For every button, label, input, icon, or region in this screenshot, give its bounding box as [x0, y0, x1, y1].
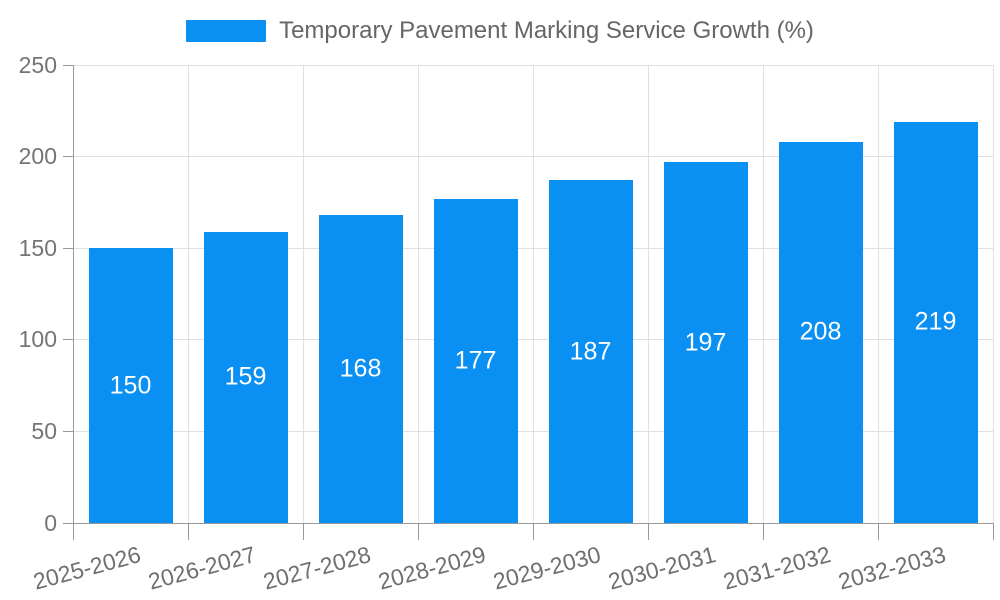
- y-tick: [63, 64, 73, 66]
- x-tick-label: 2028-2029: [374, 541, 488, 595]
- bar-value-label: 219: [914, 307, 957, 336]
- bar[interactable]: [548, 180, 633, 523]
- x-gridline: [532, 65, 534, 523]
- legend-swatch[interactable]: [186, 20, 267, 42]
- x-tick-label: 2026-2027: [144, 541, 258, 595]
- bar-value-label: 150: [109, 371, 152, 400]
- bar[interactable]: [778, 141, 863, 523]
- x-tick-label: 2029-2030: [489, 541, 603, 595]
- legend[interactable]: Temporary Pavement Marking Service Growt…: [0, 18, 1000, 44]
- y-tick: [63, 430, 73, 432]
- y-axis-line: [72, 65, 74, 540]
- bar[interactable]: [433, 198, 518, 523]
- x-tick: [417, 523, 419, 540]
- x-gridline: [877, 65, 879, 523]
- x-tick: [302, 523, 304, 540]
- bar-value-label: 168: [339, 354, 382, 383]
- bar-value-label: 159: [224, 362, 267, 391]
- x-gridline: [417, 65, 419, 523]
- y-tick-label: 150: [18, 234, 57, 261]
- x-gridline: [647, 65, 649, 523]
- bar[interactable]: [663, 162, 748, 523]
- x-axis-line: [73, 522, 994, 524]
- y-tick-label: 200: [18, 143, 57, 170]
- x-tick: [647, 523, 649, 540]
- x-tick: [187, 523, 189, 540]
- x-tick-label: 2027-2028: [259, 541, 373, 595]
- y-tick-label: 50: [31, 417, 57, 444]
- x-tick-label: 2032-2033: [834, 541, 948, 595]
- y-tick: [63, 247, 73, 249]
- y-tick: [63, 156, 73, 158]
- bar-value-label: 187: [569, 337, 612, 366]
- x-tick: [877, 523, 879, 540]
- bar[interactable]: [318, 215, 403, 523]
- x-gridline: [762, 65, 764, 523]
- bar[interactable]: [88, 248, 173, 523]
- x-gridline: [992, 65, 994, 523]
- y-tick: [63, 522, 73, 524]
- bar-value-label: 177: [454, 346, 497, 375]
- y-tick-label: 100: [18, 326, 57, 353]
- x-gridline: [187, 65, 189, 523]
- x-tick-label: 2025-2026: [29, 541, 143, 595]
- legend-label: Temporary Pavement Marking Service Growt…: [279, 17, 814, 44]
- x-tick: [762, 523, 764, 540]
- x-tick-label: 2031-2032: [719, 541, 833, 595]
- x-gridline: [302, 65, 304, 523]
- bar[interactable]: [203, 231, 288, 523]
- bar-value-label: 208: [799, 317, 842, 346]
- x-tick: [532, 523, 534, 540]
- y-tick-label: 250: [18, 51, 57, 78]
- y-tick-label: 0: [44, 509, 57, 536]
- bar-value-label: 197: [684, 328, 727, 357]
- x-tick: [992, 523, 994, 540]
- x-tick-label: 2030-2031: [604, 541, 718, 595]
- y-tick: [63, 339, 73, 341]
- bar[interactable]: [893, 121, 978, 523]
